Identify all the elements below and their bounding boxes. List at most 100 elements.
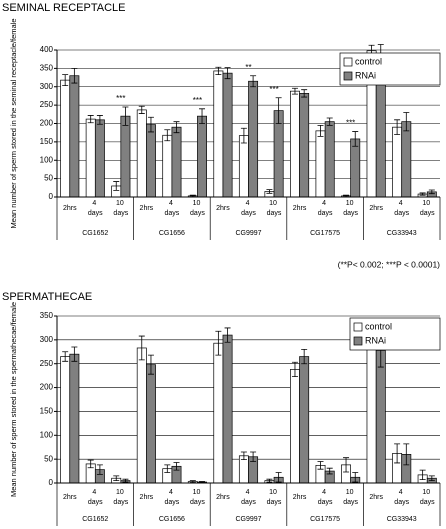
y-tick-label: 100 bbox=[40, 430, 54, 439]
x-tick-label: 2hrs bbox=[216, 205, 230, 212]
error-bar bbox=[403, 443, 410, 466]
x-tick-label: 2hrs bbox=[63, 205, 77, 212]
x-tick-label: 4 days bbox=[165, 489, 180, 506]
error-bar bbox=[96, 115, 103, 125]
group-label: CG17575 bbox=[310, 230, 340, 237]
x-tick-label: 2hrs bbox=[369, 494, 383, 501]
legend-box bbox=[339, 52, 441, 86]
bar bbox=[290, 90, 300, 198]
error-bar bbox=[343, 457, 350, 473]
group-label: CG9997 bbox=[235, 230, 261, 237]
bar bbox=[60, 79, 71, 198]
bar bbox=[222, 334, 233, 484]
group-label: CG1656 bbox=[159, 516, 185, 523]
error-bar bbox=[240, 127, 247, 144]
error-bar bbox=[301, 349, 308, 365]
significance-label: *** bbox=[269, 85, 278, 94]
bar bbox=[197, 115, 207, 198]
y-tick-label: 50 bbox=[44, 174, 53, 183]
x-tick-label: 10 days bbox=[343, 200, 358, 217]
bar bbox=[120, 115, 131, 198]
x-tick-label: 10 days bbox=[267, 200, 282, 217]
error-bar bbox=[317, 124, 324, 137]
error-bar bbox=[250, 75, 257, 88]
error-bar bbox=[71, 67, 78, 84]
y-tick-label: 350 bbox=[40, 63, 54, 72]
error-bar bbox=[62, 74, 69, 87]
error-bar bbox=[301, 89, 308, 98]
error-bar bbox=[173, 121, 180, 134]
bar bbox=[290, 369, 300, 484]
bar bbox=[213, 70, 224, 198]
error-bar bbox=[224, 67, 231, 80]
error-bar bbox=[428, 475, 435, 482]
x-tick-label: 2hrs bbox=[293, 494, 307, 501]
x-tick-label: 4 days bbox=[318, 489, 333, 506]
x-tick-label: 4 days bbox=[394, 200, 409, 217]
x-tick-label: 4 days bbox=[318, 200, 333, 217]
bar bbox=[401, 121, 412, 198]
error-bar bbox=[250, 451, 257, 462]
error-bar bbox=[122, 106, 129, 126]
bar bbox=[69, 353, 80, 484]
error-bar bbox=[96, 464, 103, 475]
bar bbox=[60, 356, 71, 484]
y-tick-label: 100 bbox=[40, 155, 54, 164]
legend-label: RNAi bbox=[355, 70, 376, 80]
legend-swatch bbox=[343, 71, 353, 81]
error-bar bbox=[199, 108, 206, 124]
x-tick-label: 10 days bbox=[190, 200, 205, 217]
error-bar bbox=[71, 346, 78, 362]
bar bbox=[392, 126, 403, 198]
y-tick-label: 250 bbox=[40, 100, 54, 109]
x-tick-label: 10 days bbox=[190, 489, 205, 506]
error-bar bbox=[215, 330, 222, 356]
error-bar bbox=[189, 194, 196, 198]
bar bbox=[136, 347, 147, 484]
bar bbox=[366, 337, 377, 484]
y-axis-label: Mean number of sperm stored in the sperm… bbox=[9, 302, 18, 497]
x-tick-label: 10 days bbox=[343, 489, 358, 506]
error-bar bbox=[113, 475, 120, 482]
error-bar bbox=[113, 181, 120, 191]
y-tick-label: 350 bbox=[40, 311, 54, 320]
bar bbox=[299, 356, 310, 484]
bar bbox=[324, 121, 335, 198]
x-tick-label: 10 days bbox=[420, 200, 435, 217]
bar bbox=[146, 364, 156, 484]
error-bar bbox=[343, 194, 350, 198]
x-tick-label: 4 days bbox=[88, 200, 103, 217]
group-label: CG17575 bbox=[310, 516, 340, 523]
error-bar bbox=[291, 361, 298, 377]
x-tick-label: 2hrs bbox=[63, 494, 77, 501]
error-bar bbox=[87, 115, 94, 124]
bar bbox=[213, 342, 224, 484]
x-tick-label: 10 days bbox=[113, 200, 128, 217]
bar bbox=[146, 124, 156, 198]
significance-label: ** bbox=[245, 63, 251, 72]
y-tick-label: 300 bbox=[40, 82, 54, 91]
x-tick-label: 10 days bbox=[267, 489, 282, 506]
group-label: CG9997 bbox=[235, 516, 261, 523]
error-bar bbox=[266, 189, 273, 194]
x-tick-label: 4 days bbox=[88, 489, 103, 506]
significance-label: *** bbox=[193, 96, 202, 105]
x-tick-label: 2hrs bbox=[140, 205, 154, 212]
error-bar bbox=[317, 461, 324, 470]
error-bar bbox=[394, 443, 401, 464]
error-bar bbox=[419, 469, 426, 481]
error-bar bbox=[189, 480, 196, 483]
error-bar bbox=[377, 44, 384, 64]
y-tick-label: 0 bbox=[49, 478, 54, 487]
error-bar bbox=[122, 478, 129, 483]
bar bbox=[350, 138, 361, 198]
bar bbox=[248, 80, 259, 198]
group-label: CG1652 bbox=[82, 230, 108, 237]
bar bbox=[375, 350, 386, 484]
x-tick-label: 2hrs bbox=[216, 494, 230, 501]
error-bar bbox=[62, 351, 69, 362]
x-tick-label: 2hrs bbox=[369, 205, 383, 212]
error-bar bbox=[240, 451, 247, 461]
error-bar bbox=[138, 105, 145, 114]
y-tick-label: 200 bbox=[40, 383, 54, 392]
